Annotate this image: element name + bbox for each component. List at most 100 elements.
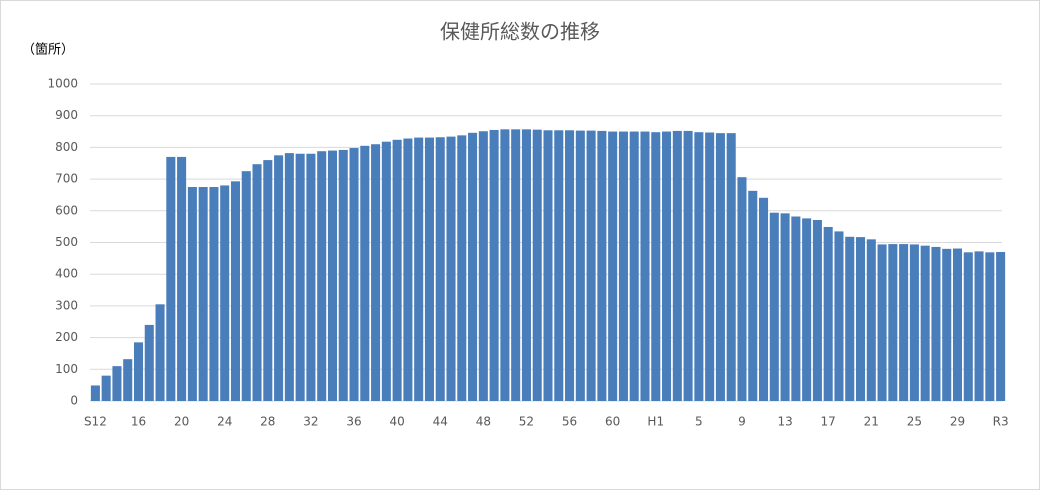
y-tick-label: 600 [55, 203, 78, 217]
bar [123, 359, 133, 401]
bar [823, 226, 833, 401]
bar [220, 185, 230, 401]
bar [802, 218, 812, 401]
y-tick-label: 0 [70, 394, 78, 408]
bar [877, 244, 887, 401]
bar [274, 155, 284, 401]
bar [769, 212, 779, 401]
bar [349, 148, 359, 401]
bar [543, 130, 553, 402]
x-tick-label: 48 [476, 415, 491, 429]
x-tick-label: 13 [777, 415, 792, 429]
x-tick-label: 44 [433, 415, 448, 429]
bar [931, 246, 941, 401]
y-tick-label: 500 [55, 235, 78, 249]
bar [230, 181, 241, 401]
bar [909, 244, 919, 401]
bar [629, 131, 639, 402]
bar [327, 150, 337, 401]
x-tick-label: 56 [562, 415, 577, 429]
bar [963, 252, 973, 401]
bar [996, 252, 1006, 401]
y-tick-label: 200 [55, 330, 78, 344]
x-tick-label: 25 [907, 415, 922, 429]
bar [683, 130, 693, 401]
bar [985, 252, 995, 401]
bar [360, 145, 370, 401]
bar [338, 149, 348, 401]
x-tick-label: 36 [346, 415, 361, 429]
bar [899, 244, 909, 401]
bar [198, 187, 208, 401]
bar [737, 177, 747, 401]
bar [457, 135, 467, 401]
bar [177, 156, 187, 401]
x-tick-label: 29 [950, 415, 965, 429]
x-tick-label: S12 [84, 415, 107, 429]
bar [791, 216, 801, 401]
bar [414, 137, 424, 401]
y-tick-label: 700 [55, 172, 78, 186]
x-tick-label: 52 [519, 415, 534, 429]
bar [855, 237, 866, 401]
bar [834, 231, 844, 401]
y-tick-label: 900 [55, 108, 78, 122]
x-tick-label: 40 [389, 415, 404, 429]
bar [403, 138, 413, 402]
x-tick-label: 28 [260, 415, 275, 429]
bar [942, 248, 952, 401]
bar [112, 366, 122, 401]
bar [489, 129, 499, 401]
bar [974, 251, 984, 401]
bar [748, 190, 758, 401]
bar [521, 129, 531, 401]
x-tick-label: 32 [303, 415, 318, 429]
bar [252, 164, 262, 401]
x-tick-label: 5 [695, 415, 703, 429]
bar [90, 385, 100, 401]
bar [381, 141, 391, 401]
bar [651, 132, 661, 401]
bar [705, 132, 715, 401]
bar [586, 130, 596, 401]
bar [478, 131, 488, 401]
x-tick-label: H1 [647, 415, 664, 429]
bar [640, 131, 650, 402]
bar [263, 160, 273, 401]
bar [133, 342, 144, 401]
bar [575, 130, 585, 401]
x-tick-label: 9 [738, 415, 746, 429]
bar [866, 239, 876, 401]
bar [759, 197, 769, 401]
bar [317, 151, 327, 401]
bar [888, 244, 898, 401]
bar [371, 144, 381, 402]
x-tick-label: 16 [131, 415, 146, 429]
x-tick-label: 21 [864, 415, 879, 429]
y-tick-label: 800 [55, 140, 78, 154]
bar [306, 153, 316, 401]
y-tick-label: 300 [55, 298, 78, 312]
x-tick-label: 60 [605, 415, 620, 429]
x-tick-label: R3 [993, 415, 1009, 429]
bar [511, 129, 521, 401]
bar [209, 187, 219, 401]
bar [187, 187, 197, 401]
bar [144, 324, 154, 401]
bar [468, 132, 478, 401]
bar [392, 139, 402, 402]
bar [155, 304, 165, 401]
bar [812, 219, 822, 401]
bar [295, 153, 305, 401]
y-tick-label: 100 [55, 362, 78, 376]
y-tick-label: 400 [55, 267, 78, 281]
bar [435, 137, 445, 402]
bar [662, 131, 672, 402]
bar [284, 153, 294, 401]
bar [101, 375, 111, 401]
chart-title: 保健所総数の推移 [440, 20, 600, 44]
bar [565, 130, 575, 402]
y-tick-label: 1000 [47, 77, 78, 91]
bar [618, 131, 628, 402]
bar [446, 136, 456, 401]
